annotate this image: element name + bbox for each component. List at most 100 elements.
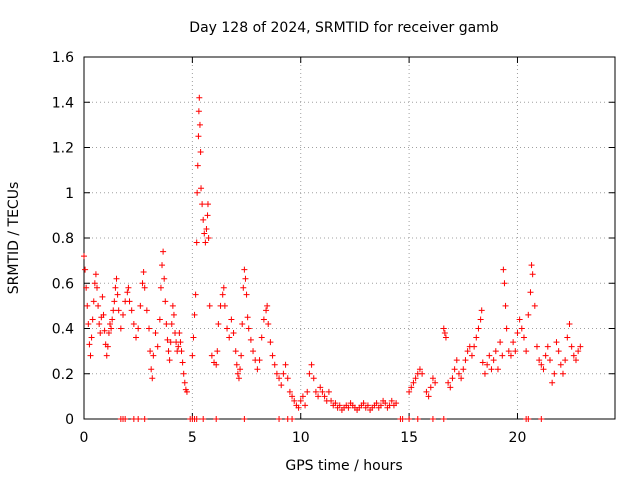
- data-point: [414, 416, 421, 422]
- data-point: [432, 379, 439, 386]
- data-point: [538, 416, 545, 422]
- data-point: [130, 320, 137, 327]
- data-point: [258, 334, 265, 341]
- data-point: [168, 320, 175, 327]
- data-point: [497, 339, 504, 346]
- data-point: [114, 291, 121, 298]
- data-point: [528, 262, 535, 269]
- data-point: [460, 366, 467, 373]
- data-point: [214, 348, 221, 355]
- data-point: [557, 361, 564, 368]
- data-point: [505, 348, 512, 355]
- data-point: [176, 330, 183, 337]
- data-point: [477, 316, 484, 323]
- data-point: [111, 298, 118, 305]
- data-point: [181, 379, 188, 386]
- data-point: [540, 366, 547, 373]
- data-point: [232, 348, 239, 355]
- data-point: [566, 320, 573, 327]
- data-point: [86, 341, 93, 348]
- data-point: [299, 393, 306, 400]
- data-point: [315, 393, 322, 400]
- data-point: [555, 348, 562, 355]
- x-tick-label: 5: [188, 430, 197, 446]
- data-point: [110, 307, 117, 314]
- data-point: [170, 311, 177, 318]
- data-point: [241, 266, 248, 273]
- data-point: [568, 343, 575, 350]
- data-point: [196, 121, 203, 128]
- x-tick-labels: 0 5 10 15 20: [80, 430, 527, 446]
- data-point: [278, 382, 285, 389]
- data-point: [312, 388, 319, 395]
- data-point: [190, 334, 197, 341]
- data-point: [492, 348, 499, 355]
- data-point: [230, 330, 237, 337]
- data-point: [164, 336, 171, 343]
- data-point: [179, 359, 186, 366]
- data-point: [198, 185, 205, 192]
- data-point: [360, 400, 367, 407]
- data-point: [90, 298, 97, 305]
- data-point: [95, 302, 102, 309]
- data-point: [486, 352, 493, 359]
- data-point: [219, 291, 226, 298]
- data-point: [109, 316, 116, 323]
- plot-frame: [83, 56, 616, 420]
- data-point: [235, 375, 242, 382]
- data-point: [440, 416, 447, 422]
- data-point: [507, 352, 514, 359]
- data-point: [488, 366, 495, 373]
- data-point: [447, 384, 454, 391]
- data-point: [289, 416, 296, 422]
- x-tick-label: 10: [292, 430, 310, 446]
- data-point: [204, 212, 211, 219]
- data-point: [120, 311, 127, 318]
- data-point: [406, 416, 413, 422]
- data-point: [462, 357, 469, 364]
- data-point: [245, 325, 252, 332]
- data-point: [562, 357, 569, 364]
- data-point: [276, 416, 283, 422]
- data-point: [84, 302, 91, 309]
- data-point: [458, 375, 465, 382]
- data-point: [416, 366, 423, 373]
- data-point: [100, 311, 107, 318]
- data-point: [82, 266, 89, 273]
- data-point: [140, 268, 147, 275]
- data-point: [494, 366, 501, 373]
- data-point: [99, 293, 106, 300]
- y-axis-label: SRMTID / TECUs: [6, 182, 22, 295]
- data-point: [531, 302, 538, 309]
- data-point: [419, 370, 426, 377]
- data-point: [538, 361, 545, 368]
- x-tick-label: 15: [400, 430, 418, 446]
- data-point: [238, 352, 245, 359]
- data-point: [92, 271, 99, 278]
- data-point: [135, 325, 142, 332]
- data-point: [325, 388, 332, 395]
- data-point: [96, 320, 103, 327]
- data-point: [364, 402, 371, 409]
- y-tick-labels: 0 0.2 0.4 0.6 0.8 1 1.2 1.4 1.6: [52, 50, 74, 428]
- data-point: [256, 357, 263, 364]
- y-tick-label: 1.4: [52, 95, 74, 111]
- data-point: [500, 266, 507, 273]
- data-point: [148, 366, 155, 373]
- data-point: [220, 284, 227, 291]
- data-point: [233, 361, 240, 368]
- data-point: [97, 330, 104, 337]
- x-axis-label: GPS time / hours: [285, 458, 402, 474]
- data-point: [442, 334, 449, 341]
- data-point: [177, 339, 184, 346]
- data-point: [525, 311, 532, 318]
- data-point: [306, 370, 313, 377]
- data-point: [215, 320, 222, 327]
- data-point: [297, 397, 304, 404]
- y-tick-label: 0.2: [52, 367, 74, 383]
- data-point: [388, 397, 395, 404]
- data-point: [147, 348, 154, 355]
- data-point: [269, 352, 276, 359]
- data-point: [468, 352, 475, 359]
